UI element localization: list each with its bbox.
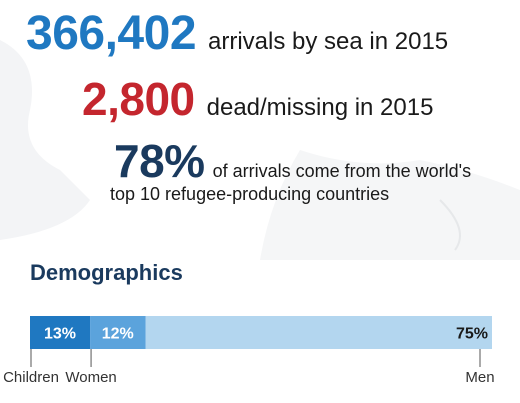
origin-percent: 78%: [114, 135, 205, 187]
bar-segment-children: [30, 316, 91, 349]
arrivals-text: arrivals by sea in 2015: [208, 28, 449, 55]
dead-missing-text: dead/missing in 2015: [206, 94, 434, 121]
value-label-men: 75%: [456, 326, 488, 343]
origin-text-line1: of arrivals come from the world's: [212, 161, 472, 181]
bar-segment-men: [145, 316, 492, 349]
origin-stat: 78% of arrivals come from the world's: [114, 134, 471, 188]
arrivals-stat: 366,402 arrivals by sea in 2015: [26, 6, 448, 61]
arrivals-number: 366,402: [26, 7, 197, 60]
value-label-women: 12%: [102, 326, 134, 343]
demographics-chart: 13% Children 12% Women 75% Men: [3, 316, 495, 386]
origin-text-line2: top 10 refugee-producing countries: [110, 184, 390, 204]
dead-missing-number: 2,800: [82, 73, 195, 125]
value-label-children: 13%: [44, 326, 76, 343]
bar-segment-women: [90, 316, 146, 349]
category-label-women: Women: [65, 369, 116, 386]
category-label-men: Men: [465, 369, 494, 386]
demographics-title: Demographics: [30, 260, 183, 285]
dead-missing-stat: 2,800 dead/missing in 2015: [82, 72, 433, 126]
category-label-children: Children: [3, 369, 59, 386]
